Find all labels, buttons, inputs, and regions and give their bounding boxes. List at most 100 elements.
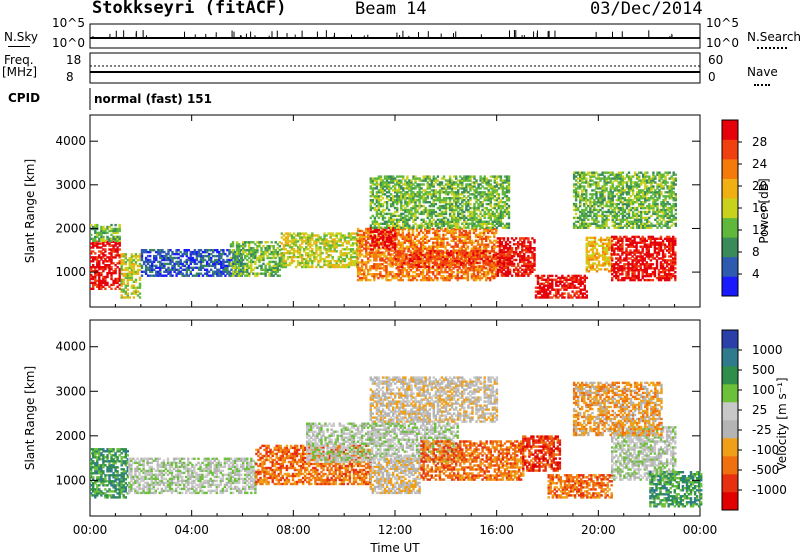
echo-cell [549,290,552,293]
echo-cell [301,242,304,245]
echo-cell [222,266,225,269]
echo-cell [216,262,219,266]
echo-cell [248,266,251,269]
echo-cell [258,256,261,260]
echo-cell [248,260,251,264]
echo-cell [108,252,111,255]
echo-cell [146,258,150,262]
echo-cell [331,244,334,247]
echo-cell [231,274,235,277]
echo-cell [132,290,136,293]
echo-cell [284,252,288,255]
echo-cell [238,258,241,262]
echo-cell [214,249,217,252]
echo-cell [210,264,213,268]
echo-cell [414,175,417,178]
echo-cell [155,266,158,269]
echo-cell [207,274,211,277]
echo-cell [294,255,298,259]
echo-cell [212,274,215,277]
echo-cell [280,261,283,265]
echo-cell [512,243,516,246]
echo-cell [96,227,99,231]
echo-cell [519,274,522,277]
echo-cell [128,278,131,281]
echo-cell [100,227,103,231]
echo-cell [102,248,105,251]
echo-cell [434,229,437,233]
echo-cell [377,232,381,235]
echo-cell [94,275,97,279]
echo-cell [250,262,253,266]
echo-cell [250,249,253,252]
echo-cell [96,244,99,247]
echo-cell [284,265,288,269]
echo-cell [264,247,267,250]
echo-cell [96,260,99,263]
echo-cell [567,282,570,285]
echo-cell [210,274,213,277]
echo-cell [222,258,225,262]
echo-cell [367,278,370,282]
echo-cell [222,268,225,271]
echo-cell [222,250,225,254]
echo-cell [331,232,334,235]
echo-cell [603,238,607,242]
echo-cell [228,258,231,262]
echo-cell [341,257,344,261]
echo-cell [226,272,229,275]
echo-cell [258,241,261,244]
echo-cell [94,273,97,277]
echo-cell [116,277,119,281]
echo-cell [252,249,255,252]
echo-cell [112,237,115,240]
echo-cell [110,262,113,265]
echo-cell [187,264,190,268]
echo-cell [102,275,105,279]
echo-cell [434,274,437,278]
echo-cell [402,183,405,186]
echo-cell [629,263,632,266]
echo-cell [98,267,101,271]
echo-cell [270,260,273,264]
echo-cell [672,235,675,239]
echo-cell [136,259,140,262]
echo-cell [104,266,107,269]
echo-cell [339,244,342,247]
echo-cell [108,242,111,245]
echo-cell [220,256,223,260]
echo-cell [256,258,259,262]
echo-cell [288,263,292,267]
echo-cell [220,274,223,277]
echo-cell [201,256,205,260]
echo-cell [290,238,294,241]
echo-cell [167,252,170,256]
echo-cell [367,247,370,250]
echo-cell [339,252,342,255]
echo-cell [315,252,318,255]
echo-cell [333,250,336,253]
echo-cell [315,238,318,241]
echo-cell [90,267,93,271]
echo-cell [512,258,516,262]
echo-cell [220,262,223,266]
echo-cell [167,256,170,260]
echo-cell [122,296,125,299]
echo-cell [237,268,241,271]
echo-cell [371,199,374,202]
echo-cell [635,235,638,239]
echo-cell [317,234,320,237]
echo-cell [102,281,105,285]
echo-cell [365,227,368,231]
echo-cell [132,292,136,295]
echo-cell [214,262,217,266]
echo-cell [276,268,279,271]
echo-cell [195,266,199,269]
echo-cell [153,268,156,271]
echo-cell [187,266,190,269]
echo-cell [573,292,576,295]
echo-cell [452,245,455,248]
echo-cell [242,262,245,266]
echo-cell [561,292,564,295]
echo-cell [126,268,129,272]
